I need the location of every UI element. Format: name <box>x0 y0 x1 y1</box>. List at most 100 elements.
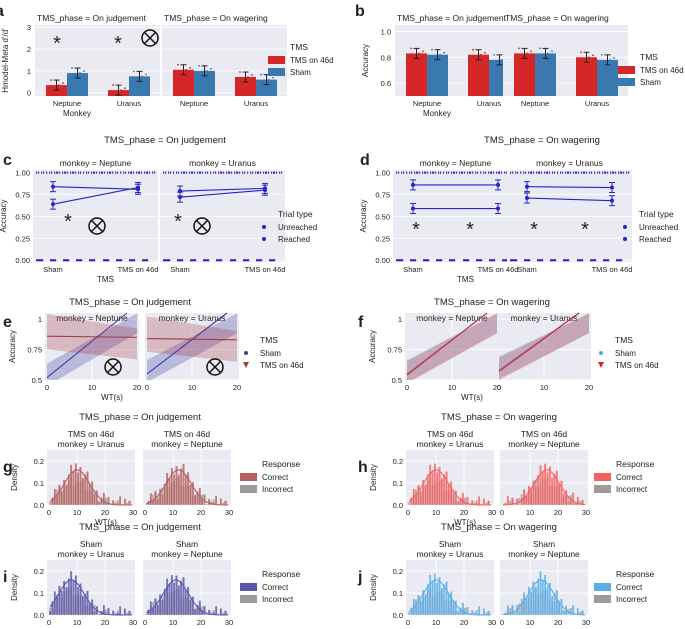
hist-bar-incorrect <box>222 612 225 615</box>
raw-trial-mark <box>260 171 262 174</box>
raw-trial-mark <box>554 171 556 174</box>
hist-bar-correct <box>214 605 218 616</box>
data-point <box>137 77 139 80</box>
legend-entry: Correct <box>262 583 289 592</box>
raw-trial-mark <box>504 171 506 174</box>
x-tick-label: 30 <box>129 618 137 627</box>
raw-trial-mark <box>257 171 259 174</box>
hist-bar-correct <box>525 597 528 616</box>
raw-trial-mark <box>463 259 465 262</box>
data-point <box>206 69 208 72</box>
raw-trial-mark <box>246 259 248 262</box>
hist-bar-correct <box>69 570 73 616</box>
legend-entry: Sham <box>290 68 311 77</box>
x-tick-label: TMS on 46d <box>478 265 519 274</box>
raw-trial-mark <box>513 259 515 262</box>
legend-entry: Incorrect <box>262 595 294 604</box>
raw-trial-mark <box>401 171 403 174</box>
raw-trial-mark <box>260 259 262 262</box>
hist-bar-correct <box>581 499 584 506</box>
x-tick-label: TMS on 46d <box>118 265 159 274</box>
raw-trial-mark <box>563 259 565 262</box>
legend-title: Trial type <box>278 209 313 219</box>
legend-entry: Reached <box>278 235 310 244</box>
raw-trial-mark <box>218 259 220 262</box>
raw-trial-mark <box>446 171 448 174</box>
raw-trial-mark <box>538 259 540 262</box>
legend-swatch <box>240 473 257 481</box>
bar <box>173 69 194 96</box>
raw-trial-mark <box>258 171 260 174</box>
hist-bar-correct <box>452 493 455 506</box>
legend-swatch <box>594 583 611 591</box>
panel-title: TMS_phase = On wagering <box>441 522 557 533</box>
marker-cross <box>143 31 157 45</box>
raw-trial-mark <box>54 171 56 174</box>
hist-bar-correct <box>546 471 549 506</box>
x-tick-label: Uranus <box>244 99 268 108</box>
raw-trial-mark <box>398 171 400 174</box>
bar <box>427 54 448 96</box>
raw-trial-mark <box>523 171 525 174</box>
raw-trial-mark <box>62 171 64 174</box>
data-point <box>189 66 191 69</box>
raw-trial-mark <box>104 171 106 174</box>
raw-trial-mark <box>217 259 219 262</box>
legend-entry: TMS on 46d <box>640 66 684 75</box>
x-tick-label: 10 <box>448 383 456 392</box>
hist-bar-correct <box>567 501 570 506</box>
y-tick-label: 0.2 <box>393 457 403 466</box>
legend-entry: TMS on 46d <box>615 361 659 370</box>
raw-trial-mark <box>93 259 95 262</box>
panel-title: TMS_phase = On judgement <box>79 412 201 423</box>
raw-trial-mark <box>501 171 503 174</box>
raw-trial-mark <box>105 259 107 262</box>
raw-trial-mark <box>506 171 508 174</box>
raw-trial-mark <box>599 171 601 174</box>
raw-trial-mark <box>454 171 456 174</box>
hist-bar-correct <box>184 589 188 616</box>
x-tick-label: 30 <box>488 618 496 627</box>
raw-trial-mark <box>589 171 591 174</box>
data-point <box>112 84 114 87</box>
raw-trial-mark <box>66 259 68 262</box>
raw-trial-mark <box>252 171 254 174</box>
raw-trial-mark <box>490 171 492 174</box>
hist-bar-correct <box>482 608 486 616</box>
panel-title: TMS_phase = On wagering <box>441 412 557 423</box>
x-tick-label: 0 <box>143 618 147 627</box>
raw-trial-mark <box>218 171 220 174</box>
hist-bar-correct <box>539 464 542 506</box>
series-line <box>179 189 266 198</box>
raw-trial-mark <box>472 171 474 174</box>
raw-trial-mark <box>461 171 463 174</box>
raw-trial-mark <box>462 171 464 174</box>
raw-trial-mark <box>207 171 209 174</box>
y-axis-label: Accuracy <box>361 44 370 77</box>
x-tick-label: Neptune <box>53 99 81 108</box>
raw-trial-mark <box>244 259 246 262</box>
raw-trial-mark <box>244 171 246 174</box>
hist-bar-correct <box>184 474 188 506</box>
raw-trial-mark <box>216 259 218 262</box>
raw-trial-mark <box>56 171 58 174</box>
x-tick-label: Uranus <box>477 99 501 108</box>
legend-swatch <box>268 56 285 64</box>
x-tick-label: 10 <box>432 508 440 517</box>
raw-trial-mark <box>470 171 472 174</box>
hist-bar-correct <box>72 470 75 506</box>
raw-trial-mark <box>498 171 500 174</box>
facet-title: TMS on 46d <box>68 429 115 439</box>
x-tick-label: 10 <box>73 618 81 627</box>
raw-trial-mark <box>409 171 411 174</box>
raw-trial-mark <box>79 259 81 262</box>
raw-trial-mark <box>173 171 175 174</box>
x-tick-label: 0 <box>47 618 51 627</box>
raw-trial-mark <box>528 259 530 262</box>
raw-trial-mark <box>515 259 517 262</box>
data-point <box>414 54 416 57</box>
raw-trial-mark <box>469 171 471 174</box>
raw-trial-mark <box>165 259 167 262</box>
hist-bar-correct <box>161 599 164 616</box>
hist-bar-correct <box>76 586 80 616</box>
